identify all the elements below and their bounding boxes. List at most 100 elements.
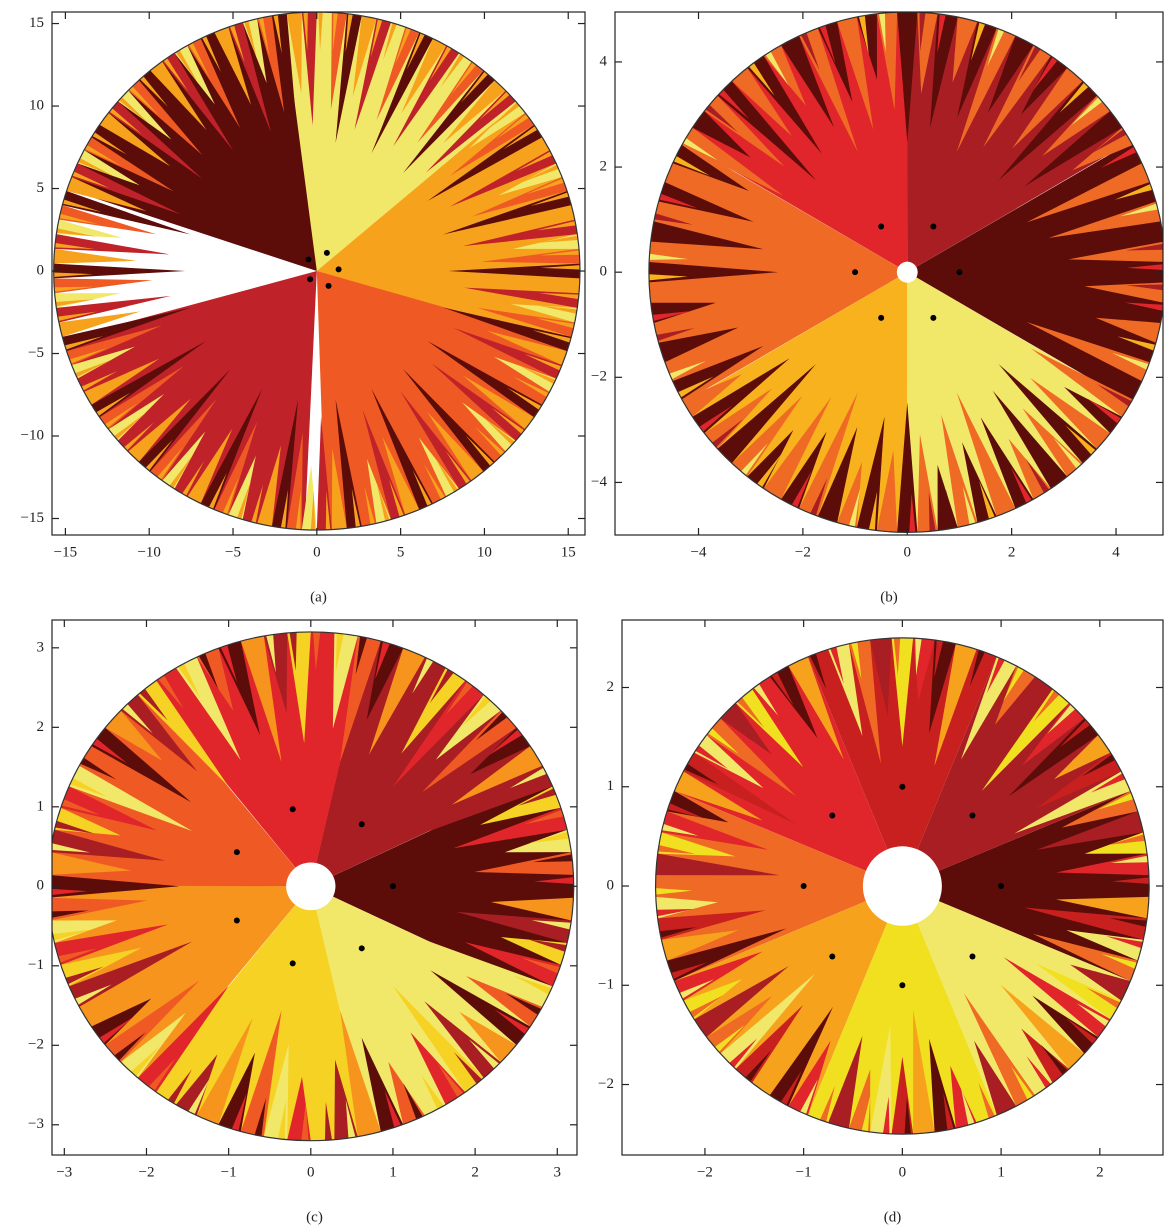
y-tick-label: 3: [37, 639, 45, 655]
fringe: [1032, 933, 1138, 981]
fringe: [790, 662, 810, 697]
fringe: [427, 412, 484, 481]
fringe: [334, 1059, 358, 1140]
fringe: [266, 487, 276, 527]
x-tick-label: 4: [1112, 544, 1120, 560]
fringe: [1101, 953, 1138, 969]
fringe: [1030, 377, 1111, 449]
fringe: [1022, 703, 1085, 766]
fringe: [878, 12, 886, 53]
fringe: [53, 278, 153, 294]
fringe: [335, 13, 362, 143]
fringe: [1032, 56, 1058, 91]
panel-label: (a): [310, 589, 327, 605]
x-tick-label: −1: [221, 1164, 237, 1180]
fringe: [62, 199, 102, 213]
fringe: [422, 710, 517, 793]
fringe: [318, 12, 323, 51]
fringe: [524, 809, 564, 825]
fringe: [503, 126, 538, 150]
fringe: [1065, 353, 1142, 400]
x-tick-label: 10: [477, 544, 492, 560]
fringe: [301, 12, 317, 126]
fringe: [889, 492, 896, 533]
fringe: [295, 490, 301, 530]
fringe: [138, 368, 231, 472]
fringe: [807, 1002, 861, 1123]
fringe: [1066, 930, 1144, 961]
fringe: [1087, 398, 1121, 424]
fringe: [240, 636, 282, 763]
fringe: [412, 658, 434, 694]
fringe: [105, 980, 200, 1063]
fringe: [52, 929, 92, 941]
fringe: [791, 471, 812, 508]
fringe: [771, 672, 794, 706]
fringe: [514, 975, 552, 995]
fringe: [961, 656, 1017, 760]
panel-label: (d): [884, 1209, 902, 1225]
fringe: [277, 1101, 286, 1140]
fringe: [231, 1093, 247, 1131]
fringe: [487, 330, 568, 366]
fringe: [1081, 754, 1116, 777]
fringe: [198, 653, 219, 690]
fringe: [851, 642, 862, 680]
fringe: [717, 81, 816, 181]
fringe: [128, 80, 203, 155]
fringe: [421, 1074, 444, 1110]
fringe: [1003, 957, 1111, 1038]
fringe: [442, 80, 506, 144]
fringe: [828, 643, 863, 737]
fringe: [928, 492, 936, 532]
fringe: [1100, 146, 1137, 168]
fringe: [1025, 875, 1149, 897]
fringe: [401, 667, 466, 754]
fringe: [69, 777, 108, 797]
fringe: [937, 14, 946, 54]
fringe: [174, 395, 241, 497]
fringe: [310, 1029, 335, 1141]
root-point: [930, 314, 937, 321]
fringe: [748, 62, 775, 96]
fringe: [220, 645, 237, 683]
fringe: [848, 1069, 871, 1133]
fringe: [58, 948, 97, 963]
fringe: [809, 653, 827, 690]
fringe: [673, 155, 710, 176]
fringe: [470, 727, 531, 775]
fringe: [505, 993, 542, 1015]
y-tick-label: −4: [591, 474, 607, 490]
root-point: [878, 314, 885, 321]
fringe: [799, 392, 858, 517]
fringe: [92, 132, 127, 155]
fringe: [1035, 963, 1122, 1020]
fringe: [288, 13, 295, 52]
fringe: [695, 745, 728, 769]
fringe: [1033, 690, 1060, 722]
fringe: [524, 353, 562, 371]
fringe: [876, 12, 898, 111]
fringe: [208, 472, 227, 510]
fringe: [52, 866, 88, 873]
fringe: [692, 111, 751, 158]
fringe: [735, 1004, 804, 1083]
fringe: [162, 53, 234, 151]
fringe: [61, 799, 100, 815]
fringe: [254, 1098, 266, 1137]
y-tick-label: −1: [598, 977, 614, 993]
fringe: [482, 1024, 515, 1052]
fringe: [1121, 319, 1161, 331]
fringe: [493, 356, 557, 392]
fringe: [158, 675, 184, 709]
fringe: [200, 388, 263, 510]
fringe: [384, 1090, 401, 1128]
fringe: [1011, 1066, 1034, 1100]
fringe: [745, 1050, 772, 1082]
fringe: [521, 957, 561, 974]
root-point: [878, 223, 885, 230]
fringe: [349, 429, 377, 527]
fringe: [675, 783, 711, 802]
fringe: [443, 307, 572, 352]
fringe: [929, 1038, 956, 1133]
